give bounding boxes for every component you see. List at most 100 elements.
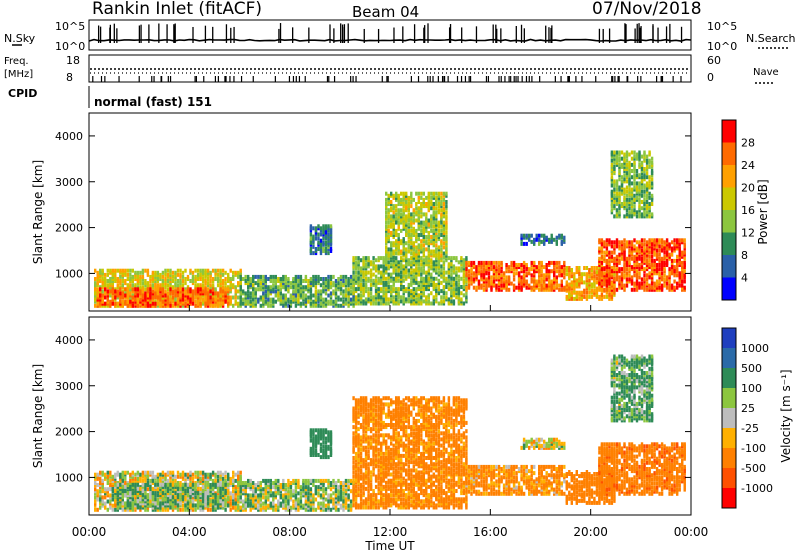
heatmap-cell [475,275,478,280]
heatmap-cell [297,297,300,302]
heatmap-cell [445,253,448,258]
heatmap-cell [660,238,664,243]
heatmap-cell [420,202,423,206]
heatmap-cell [359,293,363,298]
heatmap-cell [550,237,553,242]
heatmap-cell [297,289,300,294]
heatmap-cell [432,276,435,281]
heatmap-cell [146,272,150,277]
heatmap-cell [395,191,398,196]
heatmap-cell [650,212,654,217]
heatmap-cell [146,474,150,479]
heatmap-cell [377,258,380,263]
heatmap-cell [161,279,165,283]
heatmap-cell [485,269,488,274]
heatmap-cell [287,289,290,294]
heatmap-cell [425,297,428,302]
heatmap-cell [392,243,395,248]
heatmap-cell [620,285,624,290]
heatmap-cell [201,277,205,281]
heatmap-cell [500,263,503,267]
heatmap-cell [101,293,104,298]
heatmap-cell [121,268,124,273]
heatmap-cell [681,265,684,270]
heatmap-cell [199,283,202,288]
heatmap-cell [347,283,350,288]
heatmap-cell [648,246,651,251]
heatmap-cell [517,275,521,280]
heatmap-cell [548,287,551,292]
heatmap-cell [520,241,523,246]
heatmap-cell [154,281,157,286]
heatmap-cell [412,297,415,302]
heatmap-cell [262,303,265,308]
heatmap-cell [191,499,195,504]
heatmap-cell [282,277,285,281]
heatmap-cell [650,281,654,286]
heatmap-cell [465,276,468,281]
heatmap-cell [111,272,114,277]
heatmap-cell [430,282,433,287]
heatmap-cell [545,287,548,292]
heatmap-cell [211,303,215,308]
heatmap-cell [445,295,448,300]
heatmap-cell [430,214,433,219]
heatmap-cell [520,269,523,274]
heatmap-cell [628,273,631,278]
heatmap-cell [593,278,596,283]
heatmap-cell [620,183,624,188]
heatmap-cell [633,193,636,198]
heatmap-cell [369,287,373,292]
heatmap-cell [304,293,308,298]
heatmap-cell [623,156,626,161]
heatmap-cell [430,206,433,211]
heatmap-cell [548,269,551,274]
heatmap-cell [274,285,277,290]
heatmap-cell [136,293,140,298]
heatmap-cell [427,255,430,260]
heatmap-cell [633,254,636,259]
heatmap-cell [422,191,425,196]
nsky-tick-bottom: 10^0 [55,40,85,53]
heatmap-cell [462,272,466,277]
heatmap-cell [407,239,410,244]
heatmap-cell [116,283,119,288]
heatmap-cell [625,193,629,198]
heatmap-cell [402,285,405,289]
heatmap-cell [615,156,619,161]
heatmap-cell [412,197,415,202]
heatmap-cell [382,280,385,285]
heatmap-cell [221,279,225,283]
heatmap-cell [181,503,185,508]
heatmap-cell [374,268,378,273]
heatmap-cell [683,265,686,270]
heatmap-cell [440,220,443,225]
heatmap-cell [623,252,626,257]
heatmap-cell [445,193,448,198]
heatmap-cell [289,293,293,298]
heatmap-cell [184,277,187,281]
heatmap-cell [262,293,265,298]
heatmap-cell [201,293,205,298]
heatmap-cell [259,295,262,300]
heatmap-cell [663,240,666,245]
heatmap-cell [452,293,456,298]
heatmap-cell [623,246,626,251]
heatmap-cell [186,287,190,292]
heatmap-cell [219,283,222,288]
heatmap-cell [590,288,594,293]
heatmap-cell [249,291,252,296]
heatmap-cell [364,276,368,281]
heatmap-cell [284,281,287,286]
heatmap-cell [598,269,601,274]
heatmap-cell [101,272,104,277]
heatmap-cell [239,268,242,273]
heatmap-cell [625,240,629,245]
heatmap-cell [610,244,614,249]
heatmap-cell [189,287,192,292]
heatmap-cell [199,303,202,308]
heatmap-cell [422,268,425,273]
heatmap-cell [319,289,323,294]
heatmap-cell [445,297,448,302]
heatmap-cell [492,269,496,274]
